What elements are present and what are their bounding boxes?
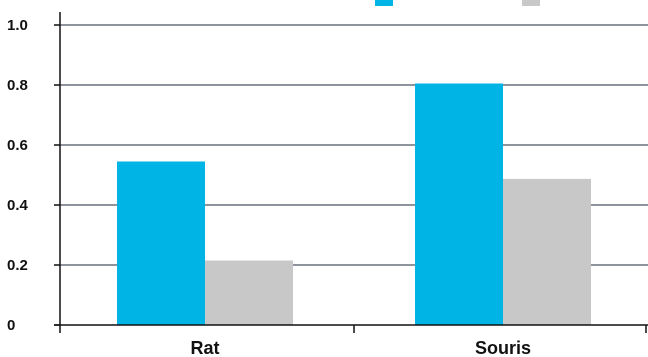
- x-category-label: Rat: [190, 338, 219, 357]
- legend-swatch-gray: [522, 0, 540, 6]
- axes: [54, 12, 648, 333]
- bar-souris-series-2: [503, 178, 591, 325]
- x-category-labels: Rat Souris: [190, 338, 531, 357]
- legend-swatch-blue: [375, 0, 393, 6]
- y-tick-labels: 0 0.2 0.4 0.6 0.8 1.0: [7, 17, 29, 334]
- y-tick-label: 0.6: [7, 137, 28, 154]
- y-tick-label: 0: [7, 317, 15, 334]
- y-tick-label: 1.0: [7, 17, 28, 34]
- y-tick-label: 0.4: [7, 197, 29, 214]
- bar-souris-series-1: [415, 83, 503, 325]
- bar-rat-series-1: [117, 161, 205, 325]
- x-category-label: Souris: [475, 338, 531, 357]
- y-tick-label: 0.8: [7, 77, 28, 94]
- y-tick-label: 0.2: [7, 257, 28, 274]
- bar-rat-series-2: [205, 260, 293, 325]
- bars: [117, 83, 591, 325]
